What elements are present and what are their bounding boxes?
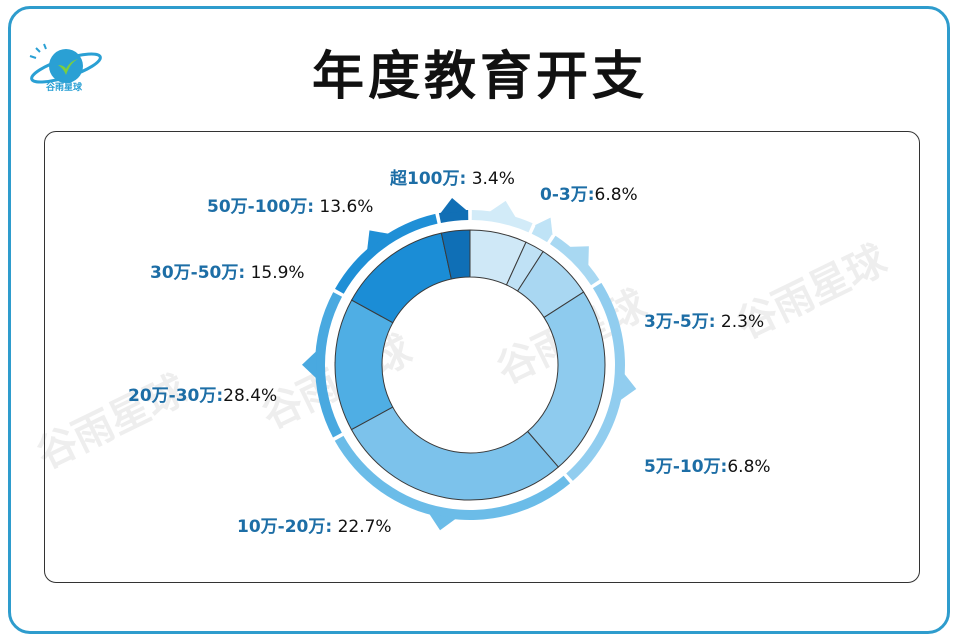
pointer-mark	[568, 246, 589, 267]
pointer-mark	[367, 230, 390, 251]
slice-category: 超100万:	[390, 169, 467, 189]
slice-label: 30万-50万: 15.9%	[150, 258, 305, 283]
donut-slice	[334, 299, 394, 431]
slice-label: 0-3万:6.8%	[540, 180, 638, 205]
slice-label: 3万-5万: 2.3%	[644, 307, 764, 332]
logo-icon	[29, 43, 102, 84]
donut-slice	[526, 291, 606, 468]
slice-category: 20万-30万:	[128, 386, 224, 406]
slice-category: 10万-20万:	[237, 517, 333, 537]
outer-ring-segment	[315, 292, 343, 438]
pointer-mark	[534, 217, 553, 235]
logo-text: 谷雨星球	[45, 83, 82, 93]
slice-category: 5万-10万:	[644, 457, 728, 477]
slice-category: 3万-5万:	[644, 312, 716, 332]
slice-category: 30万-50万:	[150, 263, 246, 283]
outer-ring-segment	[334, 435, 571, 521]
pointer-mark	[489, 200, 517, 219]
outer-ring-segment	[334, 213, 438, 294]
pointer-mark	[619, 373, 637, 401]
pointer-mark	[302, 350, 317, 379]
slice-value: 13.6%	[314, 197, 374, 217]
donut-slice	[440, 229, 471, 280]
slice-category: 50万-100万:	[207, 197, 314, 217]
slice-label: 5万-10万:6.8%	[644, 452, 771, 477]
slice-value: 22.7%	[332, 517, 392, 537]
slice-value: 15.9%	[245, 263, 305, 283]
slice-label: 20万-30万:28.4%	[128, 381, 277, 406]
slice-value: 6.8%	[727, 457, 771, 477]
outer-ring-segment	[549, 235, 600, 286]
page-title: 年度教育开支	[311, 47, 648, 107]
slice-value: 6.8%	[594, 185, 638, 205]
slice-label: 50万-100万: 13.6%	[207, 192, 373, 217]
pointer-mark	[439, 197, 468, 214]
slice-value: 3.4%	[466, 169, 515, 189]
outer-ring-segment	[566, 282, 625, 481]
slice-value: 2.3%	[715, 312, 765, 332]
slice-label: 10万-20万: 22.7%	[237, 512, 392, 537]
slice-category: 0-3万:	[540, 185, 595, 205]
outer-ring-segment	[471, 210, 533, 233]
outer-ring-segment	[531, 224, 553, 243]
slice-label: 超100万: 3.4%	[390, 164, 515, 189]
pointer-mark	[429, 513, 457, 531]
chart-panel	[44, 131, 920, 583]
slice-value: 28.4%	[223, 386, 278, 406]
